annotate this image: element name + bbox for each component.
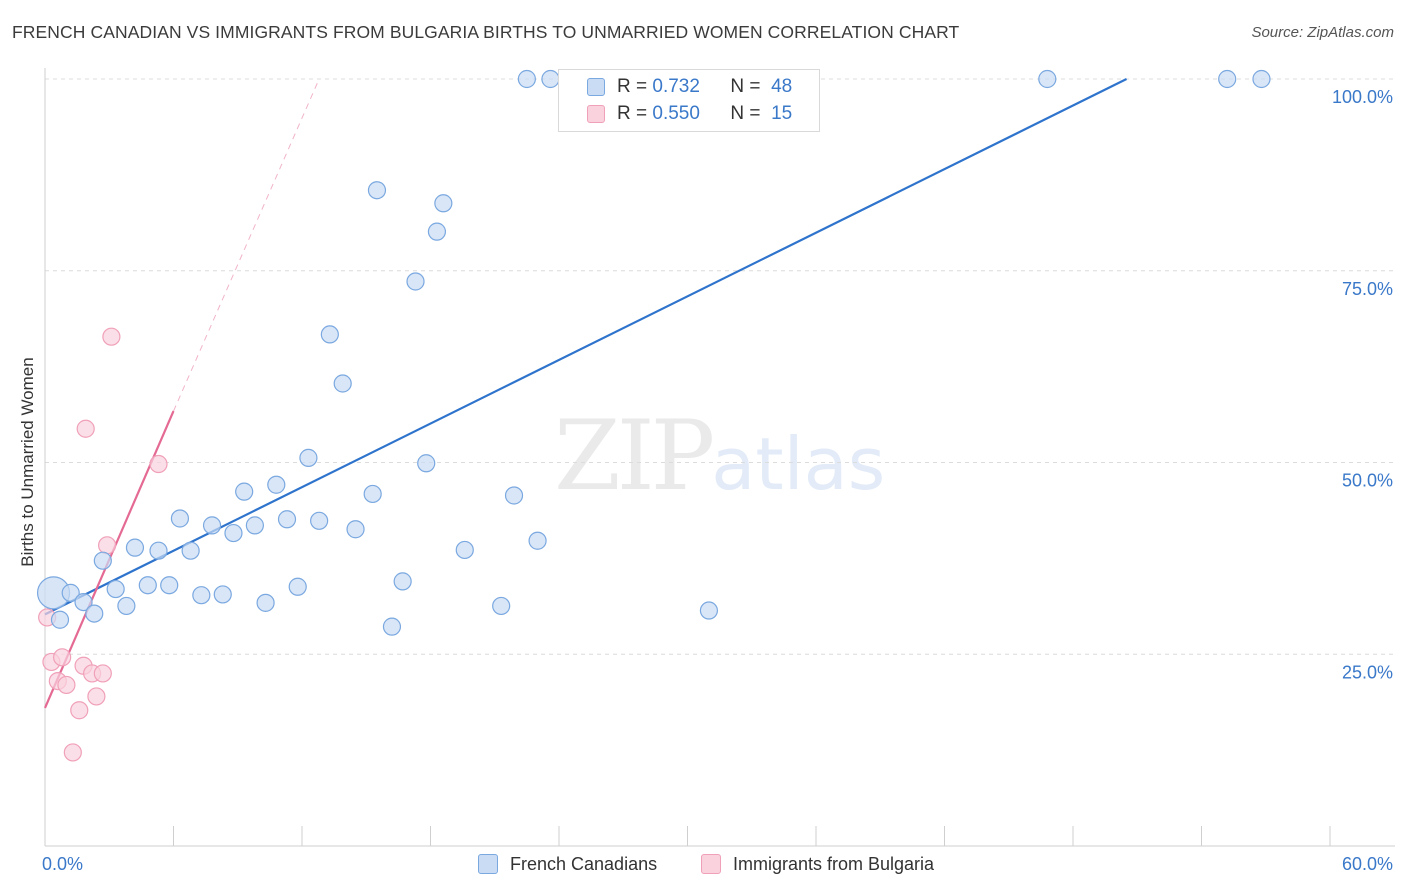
legend-label: Immigrants from Bulgaria [733,853,935,874]
point-french-canadians [213,585,232,604]
point-french-canadians [224,523,243,543]
legend-label: French Canadians [510,853,658,874]
source-label: Source: ZipAtlas.com [1251,24,1394,41]
point-french-canadians [455,540,474,560]
point-french-canadians [320,325,339,344]
watermark-atlas: atlas [711,422,886,506]
point-french-canadians [288,577,307,596]
stats-legend: R = 0.732 N = 48 R = 0.550 N = 15 [558,69,820,132]
point-french-canadians [85,604,104,623]
legend-r-value: 0.732 [652,76,700,97]
grid [45,78,1395,655]
trend-lines [43,78,1128,709]
legend-n-value: 15 [771,103,793,124]
point-french-canadians [393,572,412,591]
data-points [36,69,1271,762]
point-bulgaria [87,687,106,706]
point-french-canadians [382,617,402,636]
point-french-canadians [333,374,352,393]
legend-swatch-blue [587,78,605,96]
point-french-canadians [256,593,275,612]
point-bulgaria [70,701,89,720]
point-bulgaria [98,536,117,555]
legend-swatch-blue [478,854,498,874]
point-french-canadians [192,586,211,605]
point-french-canadians [1218,69,1237,89]
watermark-zip: ZIP [554,400,715,512]
point-french-canadians [106,579,125,599]
point-french-canadians [181,541,200,560]
point-bulgaria [76,419,95,438]
point-french-canadians [138,576,157,595]
point-french-canadians [1252,69,1271,89]
point-bulgaria [63,743,82,762]
point-french-canadians [699,601,719,620]
point-french-canadians [235,482,254,501]
legend-swatch-pink [701,854,721,874]
point-french-canadians [299,448,318,467]
legend-n-label: N = [730,103,761,124]
point-bulgaria [53,648,72,667]
point-french-canadians [363,484,382,504]
point-french-canadians [406,272,425,291]
point-french-canadians [1038,69,1057,89]
point-french-canadians [417,454,436,473]
y-tick-label: 25.0% [1342,662,1393,682]
point-bulgaria [149,454,168,474]
point-french-canadians [160,576,179,595]
tick-labels: 100.0% 75.0% 50.0% 25.0% 0.0% 60.0% [42,87,1393,874]
point-french-canadians [245,516,264,535]
legend-r-label: R = [617,103,648,124]
point-french-canadians [367,181,387,200]
point-french-canadians [267,475,286,494]
point-bulgaria [102,327,121,346]
point-french-canadians [74,592,93,612]
legend-item-bulgaria[interactable]: Immigrants from Bulgaria [701,851,934,877]
point-french-canadians [492,596,511,616]
point-french-canadians [61,583,80,602]
point-french-canadians [117,596,136,616]
legend-n-value: 48 [771,76,793,97]
legend-row-french-canadians: R = 0.732 N = 48 [559,74,792,100]
point-bulgaria [93,664,112,683]
point-french-canadians [517,69,536,89]
legend-r-value: 0.550 [652,103,700,124]
watermark: ZIPatlas [554,400,885,512]
legend-row-bulgaria: R = 0.550 N = 15 [559,101,792,127]
point-french-canadians [202,516,222,535]
x-tick-label: 60.0% [1342,854,1393,874]
y-tick-label: 75.0% [1342,279,1393,299]
point-french-canadians [504,486,524,505]
trend-line-french-canadians [44,78,1128,616]
y-tick-label: 100.0% [1332,87,1393,107]
point-french-canadians [427,222,447,241]
point-french-canadians [149,541,168,560]
point-french-canadians [277,510,297,529]
chart-title: FRENCH CANADIAN VS IMMIGRANTS FROM BULGA… [12,22,960,42]
point-french-canadians [125,538,145,557]
point-bulgaria [57,675,76,695]
point-french-canadians [434,194,453,213]
point-french-canadians [310,511,329,530]
legend-r-label: R = [617,76,648,97]
legend-n-label: N = [730,76,761,97]
point-french-canadians [170,509,190,528]
trend-line-bulgaria-extension [173,78,320,412]
legend-swatch-pink [587,105,605,123]
point-french-canadians [50,610,70,629]
point-french-canadians [528,531,547,550]
point-french-canadians [346,520,365,539]
legend-item-french-canadians[interactable]: French Canadians [478,851,657,877]
point-french-canadians [93,551,112,570]
y-tick-label: 50.0% [1342,471,1393,491]
x-tick-label: 0.0% [42,854,83,874]
axes [44,68,1395,847]
point-french-canadians [541,69,560,89]
